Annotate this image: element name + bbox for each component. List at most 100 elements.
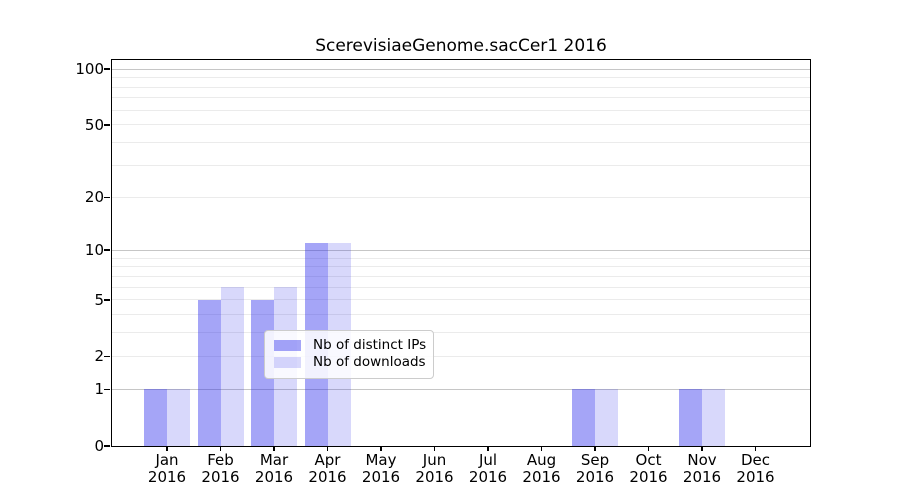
x-tick-mark [594,446,596,451]
x-tick-month: Jan [155,451,179,469]
x-tick-mark [433,446,436,451]
gridline-major [112,68,810,70]
chart-title: ScerevisiaeGenome.sacCer1 2016 [315,36,607,56]
legend-swatch-downloads [274,357,301,368]
x-tick-mark [326,446,329,451]
x-tick-label: Aug 2016 [510,452,574,486]
legend-label: Nb of downloads [313,354,426,370]
x-tick-label: Sep 2016 [563,452,627,486]
x-tick-mark [166,446,168,451]
bar-downloads-nov [702,389,725,446]
x-tick-mark [380,446,382,451]
y-tick-mark [104,196,110,199]
y-tick-mark [104,445,110,447]
x-tick-month: Nov [687,451,717,469]
gridline-major [112,249,810,251]
x-tick-label: Oct 2016 [617,452,681,486]
y-tick-label: 100 [75,60,104,79]
y-tick-label: 10 [84,241,104,260]
y-tick-label: 20 [84,188,104,207]
x-tick-month: Jun [422,451,447,469]
bar-distinct-ips-nov [679,389,702,446]
x-tick-year: 2016 [415,468,454,486]
y-tick-mark [104,388,110,391]
gridline-minor [112,355,810,357]
x-tick-label: Nov 2016 [670,452,734,486]
x-tick-month: Mar [259,451,289,469]
x-tick-year: 2016 [575,468,615,486]
x-tick-month: Oct [635,451,662,469]
gridline-minor [112,196,810,198]
x-tick-year: 2016 [468,468,508,486]
gridline-minor [112,86,810,88]
bar-distinct-ips-jan [144,389,167,446]
bar-downloads-jan [167,389,190,446]
gridline-minor [112,142,810,144]
legend-item: Nb of distinct IPs [265,337,433,354]
gridline-minor [112,109,810,111]
x-tick-year: 2016 [308,468,347,486]
x-tick-month: Sep [580,451,610,469]
x-tick-mark [219,446,222,451]
x-tick-mark [647,446,650,451]
x-tick-year: 2016 [254,468,294,486]
plot-area [112,60,810,446]
y-tick-mark [104,124,110,126]
x-tick-label: Apr 2016 [296,452,360,486]
gridline-minor [112,314,810,316]
bar-downloads-feb [220,287,244,446]
gridline-minor [112,332,810,334]
gridline-minor [112,77,810,79]
gridline-minor [112,266,810,268]
legend-item: Nb of downloads [265,354,433,371]
gridline-minor [112,286,810,288]
gridline-minor [112,165,810,167]
x-tick-label: Dec 2016 [724,452,788,486]
x-tick-month: Feb [207,451,234,469]
x-tick-mark [701,446,703,451]
y-tick-mark [104,249,110,251]
x-tick-label: Jul 2016 [456,452,520,486]
y-tick-label: 2 [94,347,104,366]
y-tick-mark [104,68,110,70]
x-tick-month: Jul [478,451,498,469]
x-tick-year: 2016 [736,468,775,486]
x-tick-label: Mar 2016 [242,452,306,486]
legend-label: Nb of distinct IPs [313,337,427,353]
y-tick-label: 1 [94,380,104,399]
x-tick-month: Dec [740,451,771,469]
legend: Nb of distinct IPs Nb of downloads [264,330,434,379]
x-tick-year: 2016 [147,468,187,486]
gridline-minor [112,124,810,126]
y-tick-label: 5 [94,290,104,309]
x-tick-month: Apr [314,451,341,469]
y-tick-label: 0 [94,437,104,455]
x-tick-year: 2016 [629,468,668,486]
x-tick-label: Feb 2016 [189,452,253,486]
x-tick-label: Jun 2016 [403,452,467,486]
bar-downloads-sep [595,389,618,446]
x-tick-label: Jan 2016 [135,452,199,486]
legend-swatch-distinct-ips [274,340,301,351]
x-tick-year: 2016 [682,468,722,486]
y-tick-label: 50 [84,115,104,134]
y-tick-mark [104,298,110,301]
x-tick-mark [273,446,275,451]
gridline-minor [112,257,810,259]
bar-distinct-ips-sep [572,389,595,446]
x-tick-label: May 2016 [349,452,413,486]
x-tick-mark [487,446,489,451]
x-tick-year: 2016 [522,468,561,486]
gridline-major [112,388,810,390]
gridline-minor [112,97,810,99]
bar-distinct-ips-feb [197,299,221,446]
gridline-minor [112,299,810,301]
gridline-minor [112,275,810,277]
x-tick-year: 2016 [201,468,240,486]
y-tick-mark [104,355,110,358]
x-tick-mark [540,446,543,451]
x-tick-month: May [365,451,397,469]
x-tick-month: Aug [526,451,557,469]
x-tick-mark [754,446,757,451]
